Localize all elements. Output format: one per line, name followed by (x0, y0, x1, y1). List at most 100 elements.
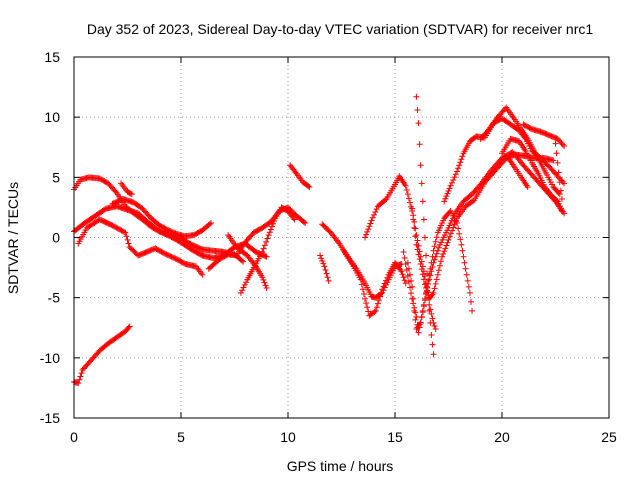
data-point (457, 159, 464, 166)
data-point (456, 230, 463, 237)
data-point (465, 283, 472, 290)
x-tick-label: 10 (280, 429, 296, 445)
data-point (417, 253, 424, 260)
data-point (374, 300, 381, 307)
series-arc-b (71, 203, 270, 261)
data-point (452, 171, 459, 178)
data-point (558, 208, 565, 215)
data-point (377, 293, 384, 300)
data-point (464, 277, 471, 284)
data-point (240, 284, 247, 291)
chart-title: Day 352 of 2023, Sidereal Day-to-day VTE… (87, 21, 593, 37)
data-point (430, 289, 437, 296)
data-point (241, 281, 248, 288)
x-axis-label: GPS time / hours (287, 458, 394, 474)
data-point (162, 250, 169, 257)
data-point (379, 286, 386, 293)
data-point (406, 271, 413, 278)
y-tick-label: 5 (52, 169, 60, 185)
data-point (421, 295, 428, 302)
data-point (441, 198, 448, 205)
data-point (199, 271, 206, 278)
series-arc-m (340, 247, 409, 319)
data-point (413, 313, 420, 320)
data-point (429, 341, 436, 348)
data-point (451, 174, 458, 181)
data-point (378, 289, 385, 296)
data-point (443, 242, 450, 249)
data-point (320, 260, 327, 267)
data-point (524, 183, 531, 190)
data-point (268, 223, 275, 230)
y-tick-label: 0 (52, 230, 60, 246)
data-point (447, 230, 454, 237)
data-point (398, 268, 405, 275)
data-point (418, 313, 425, 320)
data-point (123, 233, 130, 240)
data-point (555, 174, 562, 181)
data-point (440, 250, 447, 257)
data-point (159, 249, 166, 256)
data-point (459, 153, 466, 160)
x-tick-label: 5 (177, 429, 185, 445)
data-point (400, 274, 407, 281)
data-point (558, 195, 565, 202)
data-point (383, 277, 390, 284)
data-point (454, 168, 461, 175)
data-point (375, 297, 382, 304)
series-arc-o (400, 149, 568, 336)
data-point (401, 277, 408, 284)
data-point (402, 280, 409, 287)
data-point (400, 248, 407, 255)
data-point (365, 308, 372, 315)
data-point (553, 197, 560, 204)
data-point (373, 206, 380, 213)
data-point (425, 294, 432, 301)
data-point (467, 298, 474, 305)
data-point (206, 221, 213, 228)
data-point (426, 307, 433, 314)
series-arc-f (71, 323, 133, 387)
data-point (264, 235, 271, 242)
data-point (163, 251, 170, 258)
data-point (124, 236, 131, 243)
data-point (421, 234, 428, 241)
x-tick-label: 25 (601, 429, 617, 445)
data-point (121, 228, 128, 235)
axis-ticks: 0 5 10 15 20 25 -15 -10 -5 0 5 10 15 (40, 49, 617, 445)
data-point (404, 191, 411, 198)
data-point (458, 241, 465, 248)
data-point (410, 212, 417, 219)
data-point (266, 229, 273, 236)
data-point (425, 277, 432, 284)
data-point (435, 267, 442, 274)
y-tick-label: -15 (40, 410, 60, 426)
data-point (416, 248, 423, 255)
data-point (554, 159, 561, 166)
data-point (431, 243, 438, 250)
data-point (77, 373, 84, 380)
data-point (164, 251, 171, 258)
data-point (368, 217, 375, 224)
data-point (167, 253, 174, 260)
data-point (414, 106, 421, 113)
data-point (305, 183, 312, 190)
data-point (125, 324, 132, 331)
data-point (420, 216, 427, 223)
x-tick-label: 20 (494, 429, 510, 445)
data-point (469, 307, 476, 314)
data-point (261, 242, 268, 249)
data-point (434, 271, 441, 278)
data-point (243, 279, 250, 286)
data-point (371, 308, 378, 315)
data-point (420, 301, 427, 308)
data-point (324, 274, 331, 281)
data-point (119, 228, 126, 235)
y-tick-label: -5 (48, 290, 61, 306)
data-point (369, 214, 376, 221)
data-point (447, 182, 454, 189)
data-point (462, 265, 469, 272)
data-point (381, 280, 388, 287)
data-point (413, 93, 420, 100)
data-point (458, 156, 465, 163)
